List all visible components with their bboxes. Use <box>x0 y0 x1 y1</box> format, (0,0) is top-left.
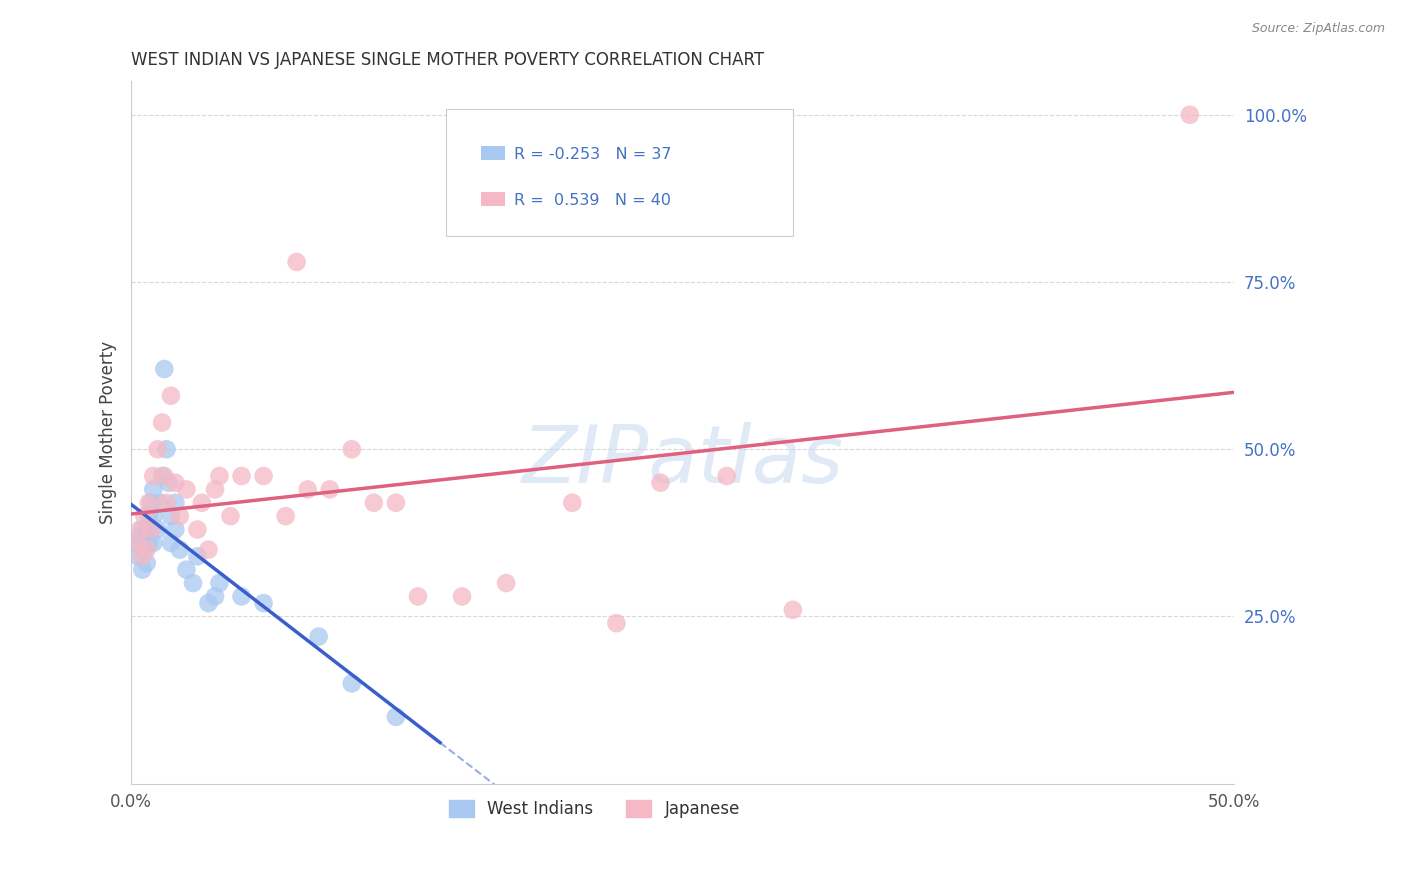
Point <box>181 576 204 591</box>
Point <box>139 523 162 537</box>
Text: R = -0.253   N = 37: R = -0.253 N = 37 <box>513 147 672 162</box>
Point <box>129 523 152 537</box>
Point <box>169 542 191 557</box>
Point <box>308 630 330 644</box>
Point <box>716 469 738 483</box>
Point <box>169 509 191 524</box>
Point <box>495 576 517 591</box>
FancyBboxPatch shape <box>481 146 505 161</box>
Point <box>1178 108 1201 122</box>
Point <box>127 536 149 550</box>
Point <box>135 556 157 570</box>
Point <box>451 590 474 604</box>
Point <box>176 563 198 577</box>
Point <box>176 483 198 497</box>
Point <box>197 596 219 610</box>
Point <box>139 523 162 537</box>
Point <box>204 483 226 497</box>
Point <box>208 576 231 591</box>
Point <box>131 523 153 537</box>
Point <box>138 536 160 550</box>
Y-axis label: Single Mother Poverty: Single Mother Poverty <box>100 341 117 524</box>
Point <box>142 509 165 524</box>
FancyBboxPatch shape <box>446 110 793 235</box>
Point <box>208 469 231 483</box>
Point <box>231 590 253 604</box>
Point <box>186 523 208 537</box>
Point <box>157 475 180 490</box>
Point <box>197 542 219 557</box>
Point <box>135 542 157 557</box>
Point <box>274 509 297 524</box>
Point <box>165 496 187 510</box>
Point <box>605 616 627 631</box>
Point <box>782 603 804 617</box>
Point <box>165 523 187 537</box>
Point <box>319 483 342 497</box>
Point <box>385 710 408 724</box>
Point <box>142 536 165 550</box>
Text: ZIPatlas: ZIPatlas <box>522 422 844 500</box>
Point <box>142 483 165 497</box>
Point <box>650 475 672 490</box>
Text: Source: ZipAtlas.com: Source: ZipAtlas.com <box>1251 22 1385 36</box>
Text: R =  0.539   N = 40: R = 0.539 N = 40 <box>513 193 671 208</box>
Point <box>124 536 146 550</box>
Point <box>285 255 308 269</box>
Point <box>406 590 429 604</box>
Point <box>127 549 149 564</box>
Point <box>153 469 176 483</box>
Point <box>155 496 177 510</box>
Point <box>340 676 363 690</box>
Point <box>150 469 173 483</box>
Point <box>146 442 169 457</box>
Point <box>191 496 214 510</box>
Point <box>297 483 319 497</box>
Point <box>340 442 363 457</box>
Point <box>252 596 274 610</box>
Point <box>142 469 165 483</box>
Text: WEST INDIAN VS JAPANESE SINGLE MOTHER POVERTY CORRELATION CHART: WEST INDIAN VS JAPANESE SINGLE MOTHER PO… <box>131 51 765 69</box>
Point <box>561 496 583 510</box>
Point <box>252 469 274 483</box>
Point <box>160 536 183 550</box>
Point <box>231 469 253 483</box>
Point <box>131 549 153 564</box>
Point <box>155 442 177 457</box>
Point <box>219 509 242 524</box>
Point <box>149 496 172 510</box>
Point <box>363 496 385 510</box>
Point <box>139 496 162 510</box>
FancyBboxPatch shape <box>481 192 505 205</box>
Point <box>160 509 183 524</box>
Point <box>138 496 160 510</box>
Point <box>134 542 156 557</box>
Point <box>186 549 208 564</box>
Point <box>135 523 157 537</box>
Point <box>160 389 183 403</box>
Point <box>204 590 226 604</box>
Point <box>153 362 176 376</box>
Point <box>138 509 160 524</box>
Legend: West Indians, Japanese: West Indians, Japanese <box>441 793 747 824</box>
Point <box>150 416 173 430</box>
Point <box>129 529 152 543</box>
Point <box>134 509 156 524</box>
Point <box>385 496 408 510</box>
Point <box>146 523 169 537</box>
Point <box>165 475 187 490</box>
Point <box>131 563 153 577</box>
